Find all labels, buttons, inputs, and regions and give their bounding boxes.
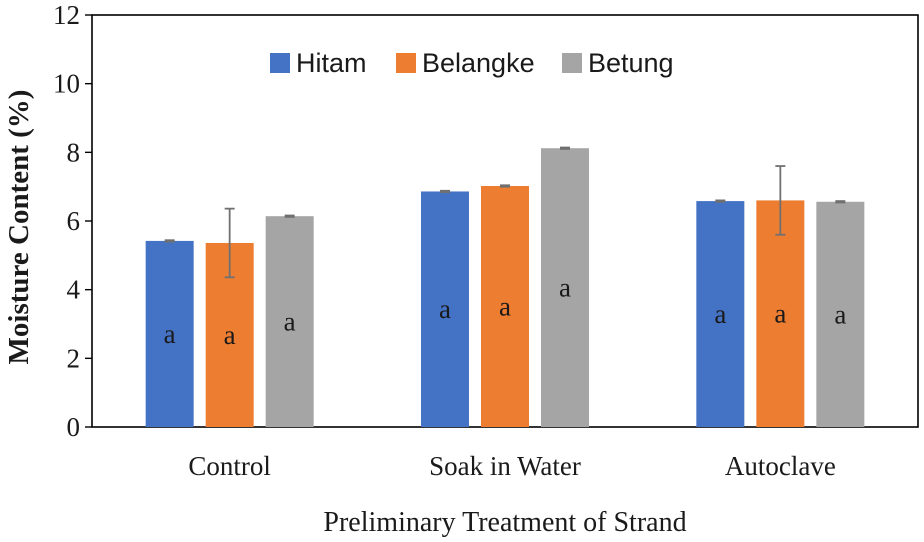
bar-belangke-1 — [481, 185, 529, 427]
y-tick-label: 2 — [67, 343, 81, 373]
legend-label-belangke: Belangke — [422, 48, 535, 78]
category-labels-group: Control Soak in Water Autoclave — [188, 451, 835, 481]
category-label: Autoclave — [725, 451, 836, 481]
significance-label: a — [714, 299, 726, 329]
bar-betung-2 — [816, 201, 865, 427]
significance-label: a — [499, 291, 511, 321]
bar-belangke-2 — [756, 200, 805, 427]
significance-label: a — [834, 299, 846, 329]
error-bars-group — [164, 146, 846, 279]
legend-swatch-betung — [562, 53, 582, 73]
y-tick-label: 10 — [53, 69, 80, 99]
y-tick-label: 6 — [67, 206, 81, 236]
significance-labels-group: a a a a a a a a a — [164, 273, 847, 350]
x-axis-title: Preliminary Treatment of Strand — [323, 507, 686, 538]
legend-swatch-hitam — [270, 53, 290, 73]
y-tick-label: 0 — [67, 412, 81, 442]
significance-label: a — [224, 320, 236, 350]
legend-swatch-belangke — [396, 53, 416, 73]
legend-label-hitam: Hitam — [296, 48, 367, 78]
legend-label-betung: Betung — [588, 48, 674, 78]
bar-hitam-1 — [421, 191, 469, 427]
legend: Hitam Belangke Betung — [270, 48, 674, 78]
significance-label: a — [439, 294, 451, 324]
y-tick-label: 12 — [53, 0, 80, 30]
y-tick-label: 8 — [67, 137, 81, 167]
bar-hitam-2 — [696, 201, 745, 427]
significance-label: a — [559, 273, 571, 303]
y-axis-ticks: 0 2 4 6 8 10 12 — [53, 0, 92, 442]
significance-label: a — [284, 307, 296, 337]
significance-label: a — [164, 319, 176, 349]
bar-hitam-0 — [145, 240, 194, 427]
significance-label: a — [774, 299, 786, 329]
bar-betung-0 — [265, 216, 314, 427]
y-tick-label: 4 — [67, 275, 81, 305]
y-axis-title: Moisture Content (%) — [3, 90, 35, 365]
category-label: Soak in Water — [429, 451, 581, 481]
bars-group — [145, 148, 865, 428]
category-label: Control — [188, 451, 271, 481]
bar-betung-1 — [541, 148, 589, 428]
